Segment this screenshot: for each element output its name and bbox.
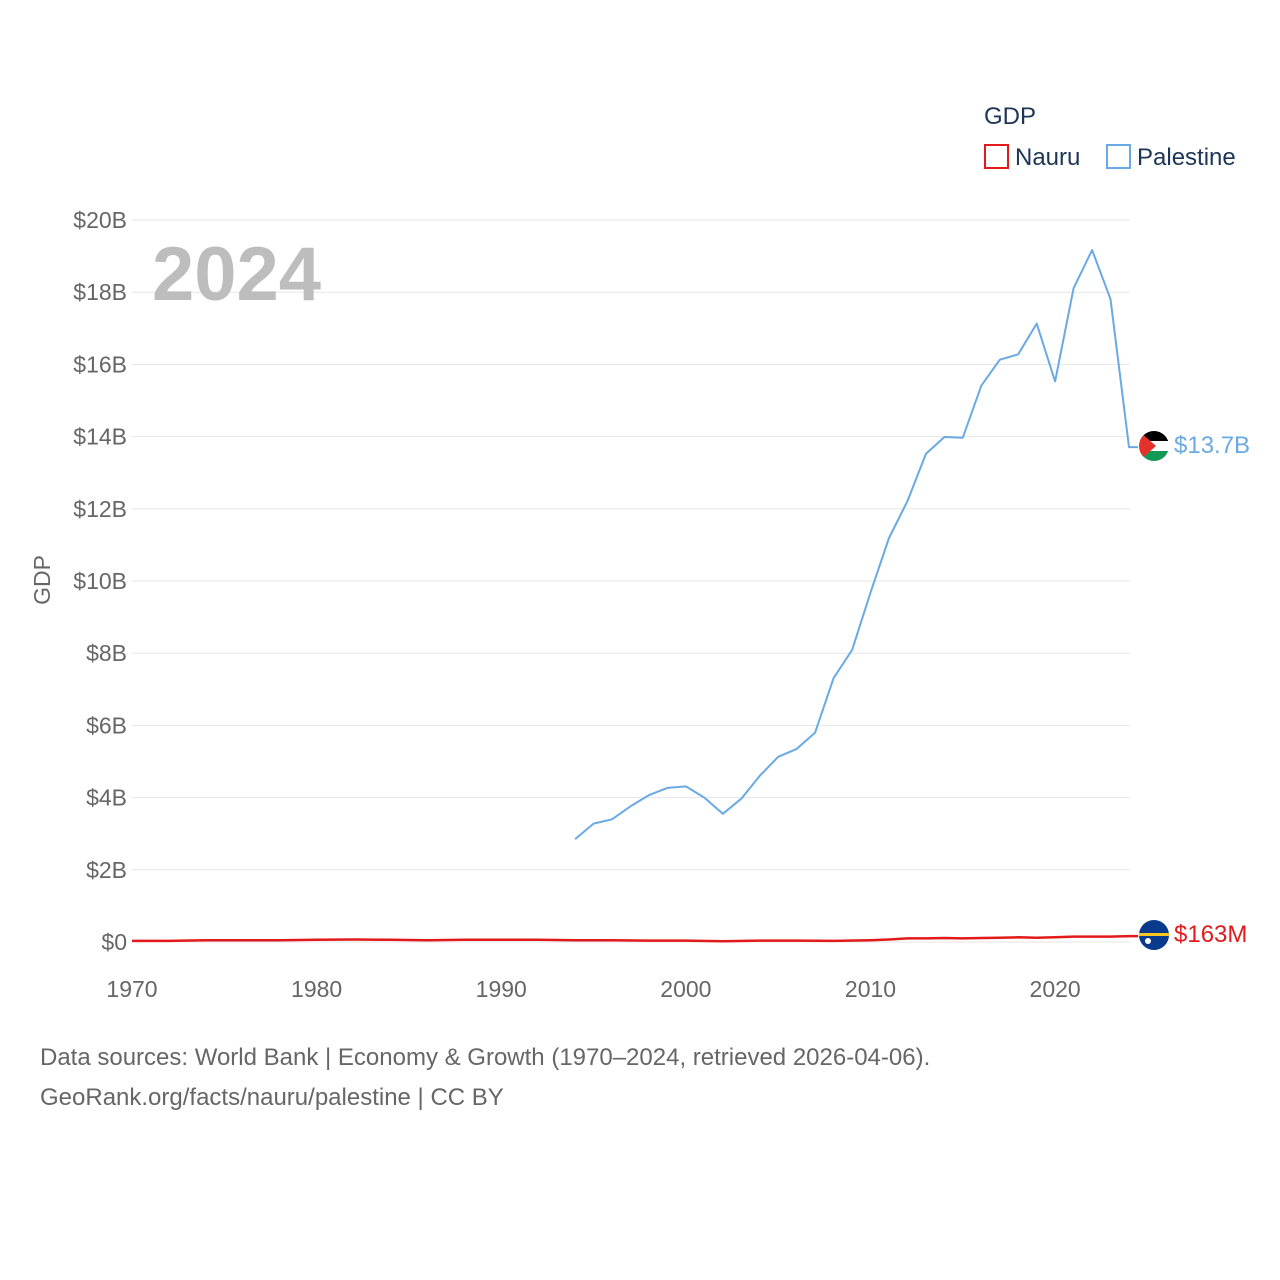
legend-swatch-nauru	[984, 144, 1009, 169]
legend-label-palestine: Palestine	[1137, 144, 1236, 171]
legend: GDP Nauru Palestine	[984, 103, 1236, 171]
x-tick-label: 2000	[660, 976, 711, 1002]
palestine-flag-icon	[1139, 431, 1169, 461]
y-tick-label: $10B	[73, 568, 127, 594]
x-tick-label: 1980	[291, 976, 342, 1002]
x-tick-label: 2020	[1030, 976, 1081, 1002]
y-tick-label: $12B	[73, 496, 127, 522]
y-tick-label: $16B	[73, 351, 127, 377]
series-line-nauru[interactable]	[132, 934, 1138, 943]
year-label: 2024	[152, 232, 321, 317]
end-labels: $163M $13.7B	[1174, 432, 1250, 948]
y-tick-label: $8B	[86, 640, 127, 666]
end-label-palestine: $13.7B	[1174, 432, 1250, 459]
legend-item-nauru[interactable]: Nauru	[984, 144, 1080, 171]
y-tick-label: $20B	[73, 207, 127, 233]
y-tick-label: $0	[101, 929, 127, 955]
y-tick-label: $6B	[86, 712, 127, 738]
end-label-nauru: $163M	[1174, 921, 1247, 948]
y-tick-label: $2B	[86, 857, 127, 883]
x-tick-label: 1990	[476, 976, 527, 1002]
y-tick-label: $4B	[86, 785, 127, 811]
footer-attribution[interactable]: GeoRank.org/facts/nauru/palestine | CC B…	[40, 1084, 504, 1111]
x-tick-label: 1970	[106, 976, 157, 1002]
y-tick-label: $18B	[73, 279, 127, 305]
x-tick-label: 2010	[845, 976, 896, 1002]
x-axis-ticks: 1970 1980 1990 2000 2010 2020	[106, 976, 1080, 1002]
series-lines	[132, 249, 1138, 943]
legend-label-nauru: Nauru	[1015, 144, 1080, 171]
y-axis-label: GDP	[29, 555, 55, 605]
footer-sources: Data sources: World Bank | Economy & Gro…	[40, 1044, 931, 1071]
legend-title: GDP	[984, 103, 1036, 130]
legend-swatch-palestine	[1106, 144, 1131, 169]
y-tick-label: $14B	[73, 424, 127, 450]
y-axis-ticks: $0 $2B $4B $6B $8B $10B $12B $14B $16B $18B $20B	[73, 207, 127, 955]
nauru-flag-icon	[1139, 920, 1169, 950]
series-line-palestine[interactable]	[574, 249, 1138, 840]
gridlines	[132, 219, 1130, 943]
legend-item-palestine[interactable]: Palestine	[1106, 144, 1236, 171]
